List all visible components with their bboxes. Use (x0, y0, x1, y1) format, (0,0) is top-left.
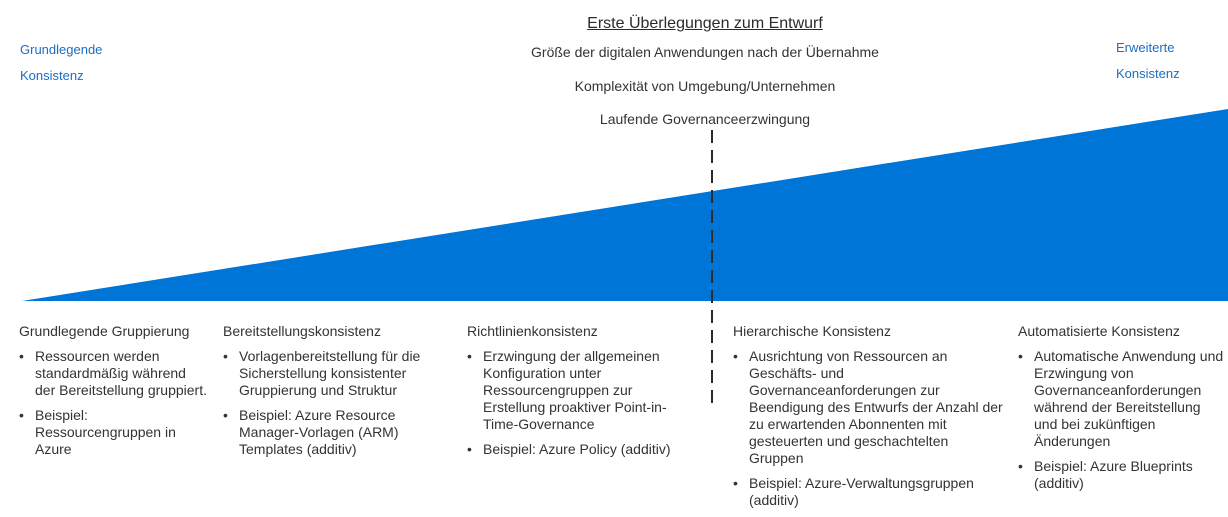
list-item: • Automatische Anwendung und Erzwingung v… (1018, 348, 1224, 450)
design-factor-size: Größe der digitalen Anwendungen nach der… (531, 44, 879, 60)
column-policy-consistency: Richtlinienkonsistenz • Erzwingung der al… (467, 323, 687, 466)
bullet-text: Automatische Anwendung und Erzwingung vo… (1034, 348, 1224, 449)
column-title: Hierarchische Konsistenz (733, 323, 891, 339)
list-item: • Ressourcen werden standardmäßig während… (19, 348, 207, 399)
bullet-text: Ressourcen werden standardmäßig während … (35, 348, 207, 398)
bullet-icon: • (1018, 458, 1023, 474)
advanced-consistency-line-2: Konsistenz (1116, 66, 1180, 81)
bullet-icon: • (467, 348, 472, 364)
bullet-text: Beispiel: Azure Policy (additiv) (483, 441, 671, 457)
advanced-consistency-label: Erweiterte Konsistenz (1116, 35, 1180, 87)
bullet-text: Beispiel: Azure Resource Manager-Vorlage… (239, 407, 399, 457)
list-item: • Beispiel: Ressourcengruppen in Azure (19, 407, 207, 458)
bullet-text: Beispiel: Ressourcengruppen in Azure (35, 407, 176, 457)
basic-consistency-label: Grundlegende Konsistenz (20, 37, 102, 89)
bullet-icon: • (733, 475, 738, 491)
bullet-icon: • (733, 348, 738, 364)
bullet-icon: • (19, 407, 24, 423)
bullet-icon: • (467, 441, 472, 457)
column-deployment-consistency: Bereitstellungskonsistenz • Vorlagenberei… (223, 323, 448, 466)
column-title: Grundlegende Gruppierung (19, 323, 190, 339)
list-item: • Ausrichtung von Ressourcen an Geschäfts… (733, 348, 1005, 467)
consistency-growth-wedge (22, 109, 1228, 301)
list-item: • Vorlagenbereitstellung für die Sicherst… (223, 348, 448, 399)
list-item: • Beispiel: Azure Resource Manager-Vorlag… (223, 407, 448, 458)
bullet-icon: • (223, 407, 228, 423)
design-factor-governance: Laufende Governanceerzwingung (599, 111, 811, 127)
bullet-text: Vorlagenbereitstellung für die Sicherste… (239, 348, 421, 398)
bullet-text: Erzwingung der allgemeinen Konfiguration… (483, 348, 667, 432)
basic-consistency-line-2: Konsistenz (20, 68, 84, 83)
column-title: Automatisierte Konsistenz (1018, 323, 1180, 339)
column-title: Richtlinienkonsistenz (467, 323, 598, 339)
basic-consistency-line-1: Grundlegende (20, 42, 103, 57)
design-factor-complexity: Komplexität von Umgebung/Unternehmen (574, 78, 836, 94)
column-hierarchical-consistency: Hierarchische Konsistenz • Ausrichtung vo… (733, 323, 1005, 517)
column-basic-grouping: Grundlegende Gruppierung • Ressourcen wer… (19, 323, 207, 466)
list-item: • Beispiel: Azure Blueprints (additiv) (1018, 458, 1224, 492)
bullet-text: Ausrichtung von Ressourcen an Geschäfts-… (749, 348, 1003, 466)
bullet-icon: • (1018, 348, 1023, 364)
column-automated-consistency: Automatisierte Konsistenz • Automatische … (1018, 323, 1224, 500)
advanced-consistency-line-1: Erweiterte (1116, 40, 1175, 55)
bullet-text: Beispiel: Azure-Verwaltungsgruppen (addi… (749, 475, 974, 508)
bullet-icon: • (223, 348, 228, 364)
list-item: • Erzwingung der allgemeinen Konfiguratio… (467, 348, 687, 433)
list-item: • Beispiel: Azure Policy (additiv) (467, 441, 687, 458)
list-item: • Beispiel: Azure-Verwaltungsgruppen (add… (733, 475, 1005, 509)
bullet-text: Beispiel: Azure Blueprints (additiv) (1034, 458, 1193, 491)
column-title: Bereitstellungskonsistenz (223, 323, 381, 339)
diagram-title: Erste Überlegungen zum Entwurf (587, 15, 823, 32)
bullet-icon: • (19, 348, 24, 364)
